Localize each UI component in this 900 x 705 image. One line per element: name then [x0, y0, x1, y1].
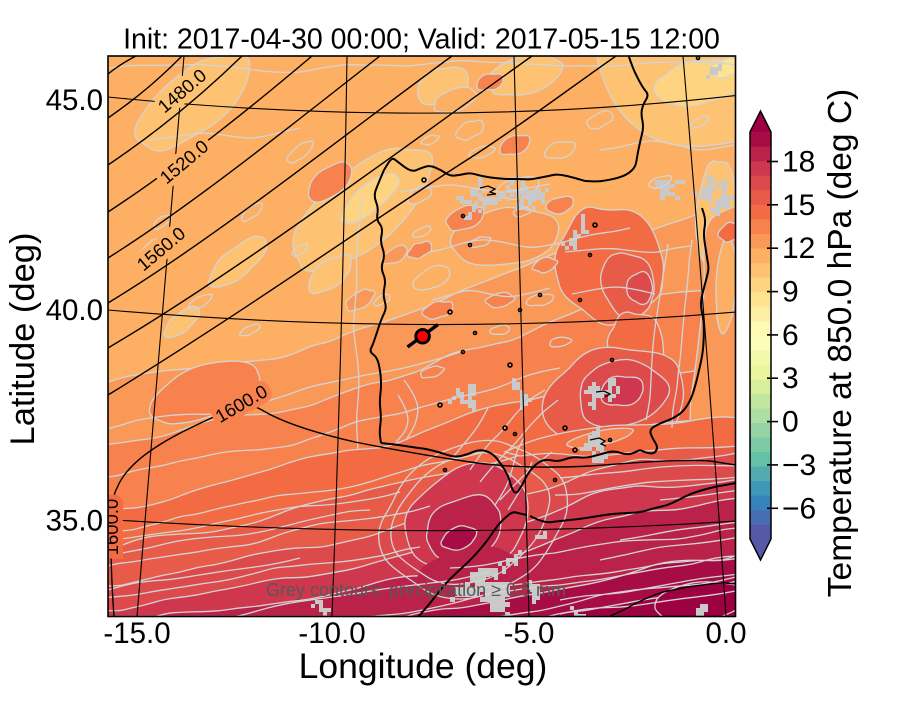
svg-text:3: 3 — [782, 362, 799, 395]
svg-text:−3: −3 — [782, 449, 816, 482]
svg-text:12: 12 — [782, 232, 815, 265]
svg-text:40.0: 40.0 — [46, 294, 103, 327]
svg-text:Longitude (deg): Longitude (deg) — [299, 646, 548, 686]
svg-text:Init: 2017-04-30 00:00; Valid:: Init: 2017-04-30 00:00; Valid: 2017-05-1… — [123, 24, 720, 56]
svg-text:6: 6 — [782, 319, 799, 352]
svg-text:-10.0: -10.0 — [298, 617, 365, 650]
svg-text:-5.0: -5.0 — [504, 617, 555, 650]
svg-text:−6: −6 — [782, 492, 816, 525]
svg-text:0: 0 — [782, 406, 799, 439]
svg-text:9: 9 — [782, 276, 799, 309]
svg-text:0.0: 0.0 — [705, 617, 746, 650]
svg-text:35.0: 35.0 — [46, 505, 103, 538]
svg-text:Latitude (deg): Latitude (deg) — [4, 233, 42, 446]
svg-text:Grey contours: precipitation ≥: Grey contours: precipitation ≥ 0.5 mm — [266, 580, 566, 600]
svg-text:18: 18 — [782, 146, 815, 179]
svg-text:-15.0: -15.0 — [103, 617, 170, 650]
svg-text:Temperature at 850.0 hPa (deg: Temperature at 850.0 hPa (deg C) — [822, 89, 859, 597]
svg-text:45.0: 45.0 — [46, 84, 103, 117]
svg-text:15: 15 — [782, 189, 815, 222]
